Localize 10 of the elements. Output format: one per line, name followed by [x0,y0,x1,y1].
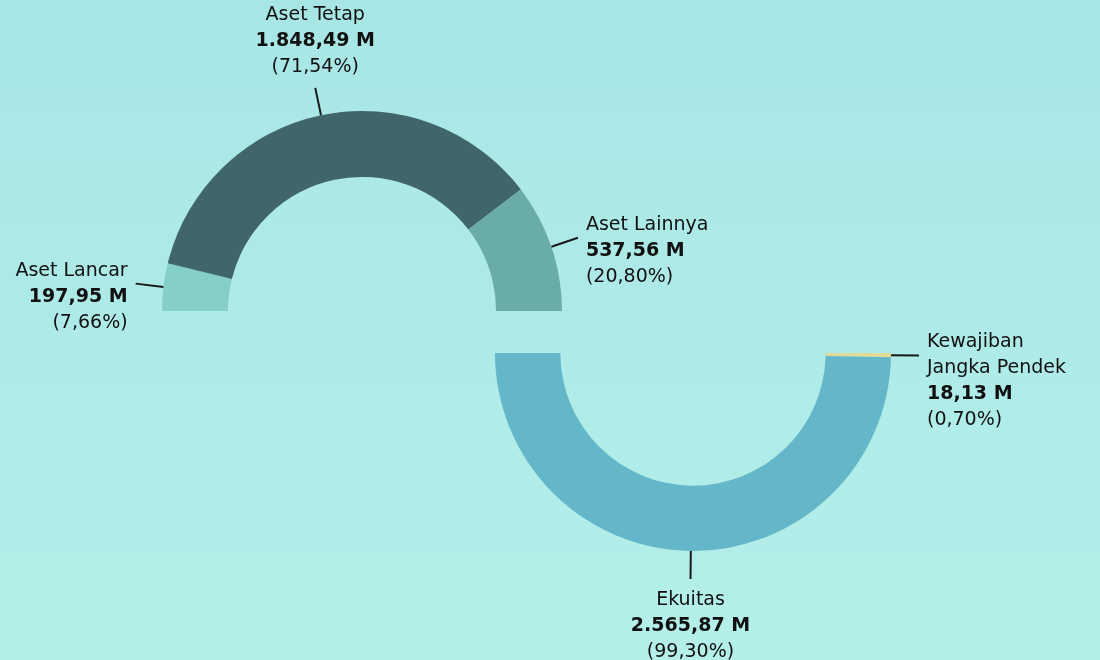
data-label: 197,95 M (7,66%) [28,283,128,332]
data-label: 1.848,49 M (71,54%) [255,27,375,76]
slice-label: Aset Lancar [15,257,128,280]
data-label: 537,56 M (20,80%) [585,237,685,286]
slice-label: Ekuitas [656,586,725,609]
slice-label: Kewajiban Jangka Pendek [925,329,1066,378]
slice-label: Aset Tetap [265,1,365,24]
data-label: 2.565,87 M (99,30%) [630,612,751,660]
data-label: 18,13 M (0,70%) [926,381,1013,430]
slice-label: Aset Lainnya [585,211,709,234]
